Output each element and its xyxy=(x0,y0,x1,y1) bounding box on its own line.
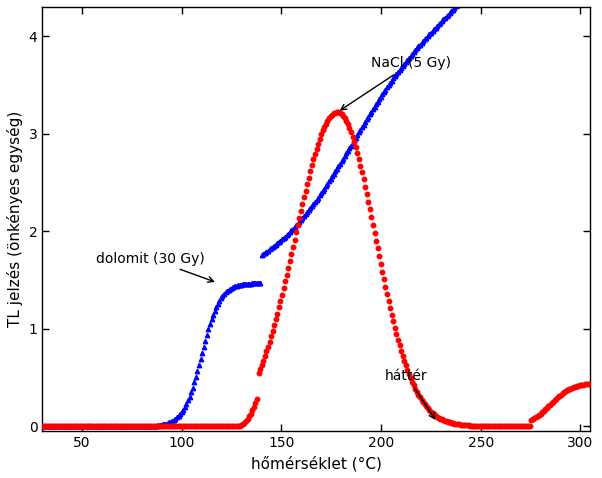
Y-axis label: TL jelzés (önkényes egység): TL jelzés (önkényes egység) xyxy=(7,111,23,327)
Text: NaCl (5 Gy): NaCl (5 Gy) xyxy=(341,56,451,110)
Text: háttér: háttér xyxy=(385,369,435,419)
X-axis label: hőmérséklet (°C): hőmérséklet (°C) xyxy=(251,456,382,471)
Text: dolomit (30 Gy): dolomit (30 Gy) xyxy=(96,251,214,282)
